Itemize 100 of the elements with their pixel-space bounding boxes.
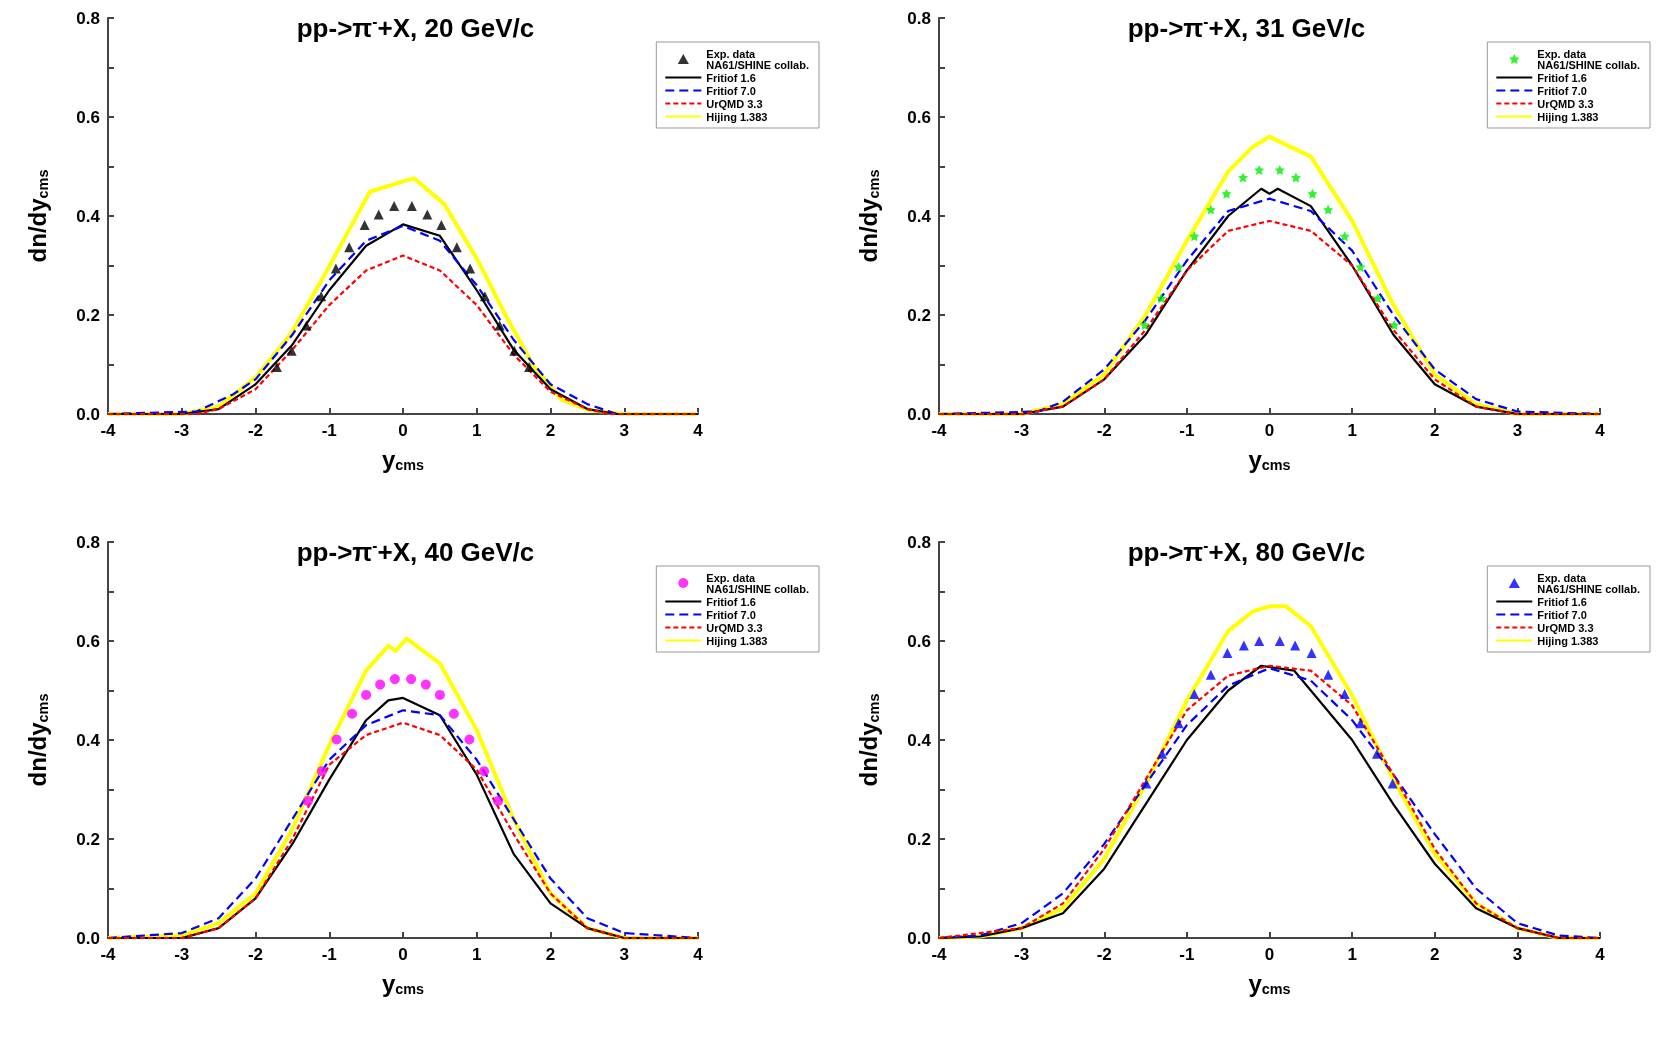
point bbox=[361, 689, 372, 700]
x-tick-label: 1 bbox=[472, 945, 482, 964]
point bbox=[389, 201, 400, 212]
x-tick-label: 2 bbox=[545, 421, 556, 440]
x-tick-label: -4 bbox=[100, 945, 117, 964]
point bbox=[406, 201, 417, 212]
y-tick-label: 0.0 bbox=[76, 928, 100, 948]
point bbox=[422, 209, 433, 220]
x-tick-label: 3 bbox=[619, 945, 629, 964]
point bbox=[344, 242, 355, 253]
y-tick-label: 0.2 bbox=[907, 829, 931, 849]
x-tick-label: 4 bbox=[693, 421, 704, 440]
chart-title: pp->π-+X, 40 GeV/c bbox=[296, 536, 535, 567]
point bbox=[1189, 231, 1200, 242]
x-tick-label: -4 bbox=[931, 421, 948, 440]
point bbox=[1189, 688, 1200, 699]
point bbox=[301, 320, 312, 331]
point bbox=[1139, 319, 1150, 330]
y-axis-title: dn/dycms bbox=[854, 169, 882, 263]
x-tick-label: 4 bbox=[1595, 945, 1606, 964]
y-tick-label: 0.8 bbox=[907, 8, 931, 28]
point bbox=[359, 219, 370, 230]
point bbox=[389, 674, 400, 685]
point bbox=[1156, 293, 1167, 304]
legend-label: UrQMD 3.3 bbox=[1537, 621, 1594, 634]
y-tick-label: 0.6 bbox=[907, 631, 931, 651]
point bbox=[286, 345, 297, 356]
chart-title: pp->π-+X, 31 GeV/c bbox=[1127, 12, 1366, 43]
point bbox=[434, 689, 445, 700]
point bbox=[271, 361, 282, 372]
legend-label: Exp. data NA61/SHINE collab. bbox=[706, 571, 810, 595]
point bbox=[406, 674, 417, 685]
point bbox=[1290, 640, 1301, 651]
legend-label: Exp. data NA61/SHINE collab. bbox=[1537, 47, 1641, 71]
point bbox=[1389, 319, 1400, 330]
x-tick-label: 0 bbox=[398, 421, 408, 440]
point bbox=[436, 219, 447, 230]
x-tick-label: 1 bbox=[472, 421, 482, 440]
x-tick-label: -2 bbox=[247, 421, 264, 440]
y-tick-label: 0.8 bbox=[76, 8, 100, 28]
point bbox=[373, 209, 384, 220]
point bbox=[494, 320, 505, 331]
legend-label: Hijing 1.383 bbox=[706, 110, 768, 123]
point bbox=[451, 242, 462, 253]
x-tick-label: 1 bbox=[1347, 421, 1357, 440]
point bbox=[1371, 748, 1382, 759]
x-tick-label: -2 bbox=[1096, 945, 1112, 964]
y-tick-label: 0.0 bbox=[907, 404, 931, 424]
x-tick-label: 3 bbox=[619, 421, 629, 440]
x-tick-label: -1 bbox=[321, 421, 337, 440]
legend-label: Hijing 1.383 bbox=[1537, 634, 1599, 647]
y-tick-label: 0.4 bbox=[76, 206, 101, 226]
point bbox=[1238, 172, 1249, 183]
y-tick-label: 0.4 bbox=[907, 730, 932, 750]
point bbox=[316, 766, 327, 777]
point bbox=[420, 679, 431, 690]
point bbox=[1173, 261, 1184, 272]
x-tick-label: -3 bbox=[174, 945, 190, 964]
legend-label: UrQMD 3.3 bbox=[706, 97, 763, 110]
legend-label: Fritiof 7.0 bbox=[1537, 84, 1587, 97]
x-tick-label: -1 bbox=[1179, 421, 1195, 440]
point bbox=[1307, 188, 1318, 199]
point bbox=[464, 734, 475, 745]
point bbox=[493, 795, 504, 806]
y-tick-label: 0.2 bbox=[76, 829, 100, 849]
legend-label: Hijing 1.383 bbox=[706, 634, 768, 647]
point bbox=[465, 263, 476, 274]
point bbox=[1157, 748, 1168, 759]
point bbox=[1205, 204, 1216, 215]
legend-label: Fritiof 1.6 bbox=[1537, 595, 1587, 608]
point bbox=[1372, 293, 1383, 304]
point bbox=[1290, 172, 1301, 183]
x-tick-label: 2 bbox=[1430, 421, 1440, 440]
y-axis-title: dn/dycms bbox=[23, 169, 51, 263]
y-tick-label: 0.4 bbox=[907, 206, 932, 226]
point bbox=[316, 291, 327, 302]
point bbox=[1339, 231, 1350, 242]
x-tick-label: 2 bbox=[1430, 945, 1440, 964]
point bbox=[509, 345, 520, 356]
legend-label: Fritiof 1.6 bbox=[706, 595, 756, 608]
point bbox=[1254, 164, 1265, 175]
point bbox=[1323, 669, 1334, 680]
legend-label: Fritiof 1.6 bbox=[706, 71, 756, 84]
point bbox=[375, 679, 386, 690]
x-tick-label: -3 bbox=[174, 421, 190, 440]
legend-label: Fritiof 1.6 bbox=[1537, 71, 1587, 84]
x-tick-label: -4 bbox=[100, 421, 117, 440]
point bbox=[1339, 688, 1350, 699]
chart-title: pp->π-+X, 80 GeV/c bbox=[1127, 536, 1366, 567]
y-axis-title: dn/dycms bbox=[854, 693, 882, 787]
point bbox=[1205, 669, 1216, 680]
x-tick-label: 2 bbox=[545, 945, 556, 964]
point bbox=[347, 708, 358, 719]
legend-label: Hijing 1.383 bbox=[1537, 110, 1599, 123]
point bbox=[1355, 718, 1366, 729]
x-tick-label: -3 bbox=[1014, 421, 1030, 440]
y-tick-label: 0.2 bbox=[76, 305, 100, 325]
point bbox=[1306, 647, 1317, 658]
x-tick-label: 0 bbox=[398, 945, 408, 964]
point bbox=[1221, 188, 1232, 199]
